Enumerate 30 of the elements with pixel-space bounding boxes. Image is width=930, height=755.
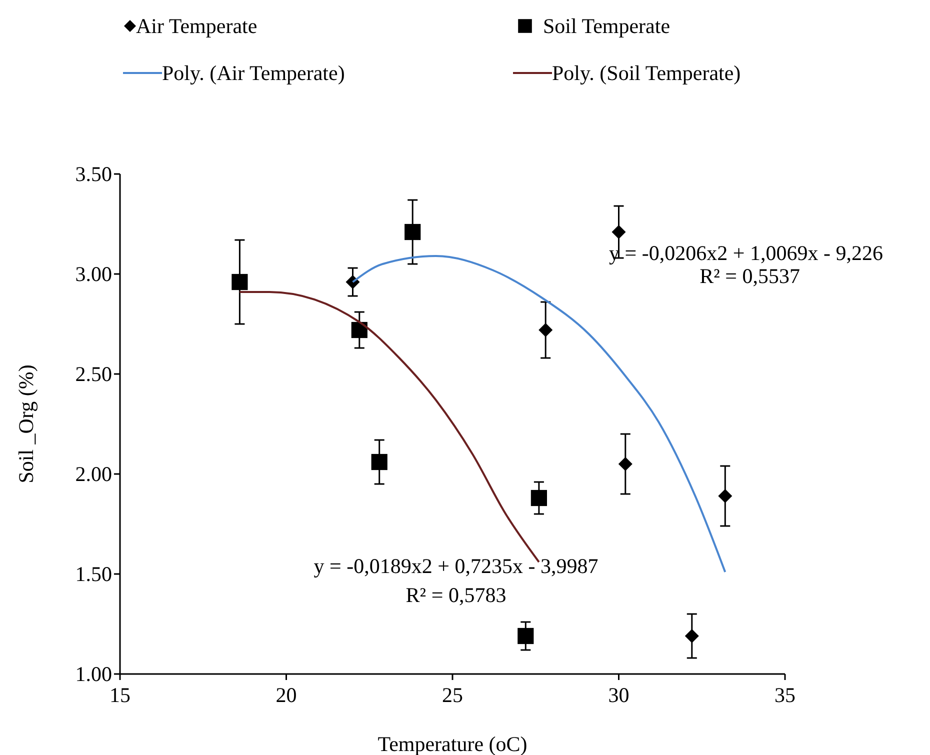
y-axis-title: Soil _Org (%) xyxy=(14,364,38,484)
y-tick-label: 3.00 xyxy=(75,262,112,286)
x-tick-label: 30 xyxy=(608,683,630,707)
point xyxy=(530,490,547,506)
y-tick-label: 1.00 xyxy=(75,662,112,686)
point xyxy=(371,454,388,470)
point xyxy=(351,322,368,338)
y-tick-label: 2.00 xyxy=(75,462,112,486)
legend-label: Poly. (Air Temperate) xyxy=(162,61,345,85)
x-tick-label: 25 xyxy=(442,683,463,707)
point xyxy=(612,225,626,239)
point xyxy=(232,274,248,290)
legend-label: Air Temperate xyxy=(136,14,258,38)
point xyxy=(718,489,732,503)
point xyxy=(518,628,534,644)
y-tick-label: 1.50 xyxy=(75,562,112,586)
x-tick-label: 20 xyxy=(276,683,297,707)
x-tick-label: 15 xyxy=(110,683,130,707)
legend-label: Soil Temperate xyxy=(543,14,670,38)
point xyxy=(618,457,632,471)
legend-label: Poly. (Soil Temperate) xyxy=(552,61,741,85)
annotation: y = -0,0189x2 + 0,7235x - 3,9987 xyxy=(314,554,598,578)
y-tick-label: 2.50 xyxy=(75,362,112,386)
point xyxy=(404,224,421,240)
point xyxy=(538,323,553,337)
point xyxy=(684,629,699,643)
x-tick-label: 35 xyxy=(774,683,796,707)
y-tick-label: 3.50 xyxy=(75,162,112,186)
annotation: R² = 0,5783 xyxy=(406,583,506,607)
annotation: R² = 0,5537 xyxy=(700,264,800,288)
